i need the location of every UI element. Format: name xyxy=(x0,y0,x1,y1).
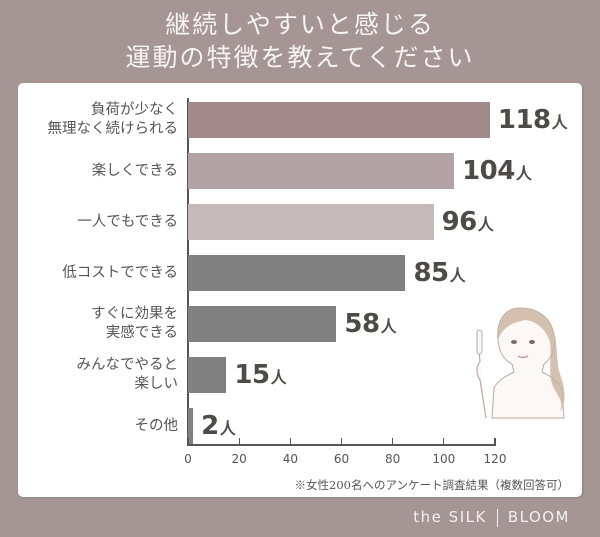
x-tick-label: 40 xyxy=(282,452,298,466)
bar-value-label: 15人 xyxy=(234,357,286,396)
bar xyxy=(188,204,434,240)
bar xyxy=(188,357,227,393)
woman-pointing-finger-icon xyxy=(476,307,565,419)
category-label: 低コストでできる xyxy=(62,264,178,283)
category-label-line: 実感できる xyxy=(105,325,178,341)
value-unit: 人 xyxy=(270,368,287,387)
survey-footnote: ※女性200名へのアンケート調査結果（複数回答可） xyxy=(294,478,570,492)
bar xyxy=(188,306,337,342)
bar-value-label: 118人 xyxy=(497,102,568,141)
x-tick xyxy=(443,438,445,445)
bar-value-label: 85人 xyxy=(413,255,465,294)
title-line-2: 運動の特徴を教えてください xyxy=(125,43,475,72)
value-unit: 人 xyxy=(380,317,397,336)
value-number: 85 xyxy=(413,258,449,288)
value-number: 15 xyxy=(234,360,270,390)
x-tick xyxy=(340,438,343,445)
value-number: 104 xyxy=(462,156,515,186)
chart-title: 継続しやすいと感じる 運動の特徴を教えてください xyxy=(0,8,600,74)
bar-value-label: 104人 xyxy=(462,153,532,192)
category-label: みんなでやると楽しい xyxy=(77,356,179,394)
category-label-line: 楽しい xyxy=(134,376,179,392)
x-tick-label: 120 xyxy=(483,452,507,466)
category-label-line: 楽しくできる xyxy=(91,162,178,179)
category-label: 一人でもできる xyxy=(77,213,178,232)
x-tick-label: 80 xyxy=(385,452,401,466)
value-unit: 人 xyxy=(449,266,466,285)
category-label-line: 低コストでできる xyxy=(62,264,178,281)
x-tick-label: 60 xyxy=(333,452,350,466)
category-label: すぐに効果を実感できる xyxy=(91,305,178,343)
value-unit: 人 xyxy=(219,419,236,438)
brand-name-right: BLOOM xyxy=(507,508,570,526)
value-unit: 人 xyxy=(551,113,568,132)
category-label-line: 無理なく続けられる xyxy=(47,121,179,137)
brand-logo: the SILK BLOOM xyxy=(413,508,570,527)
bar xyxy=(188,153,455,189)
category-label: 楽しくできる xyxy=(92,162,178,181)
x-tick-label: 20 xyxy=(231,452,247,466)
value-unit: 人 xyxy=(477,215,494,234)
category-label-line: みんなでやると xyxy=(76,357,179,373)
x-tick xyxy=(238,438,240,445)
value-number: 118 xyxy=(497,105,551,135)
title-line-1: 継続しやすいと感じる xyxy=(165,10,435,39)
category-label-line: その他 xyxy=(134,417,179,434)
category-label-line: すぐに効果を xyxy=(91,306,178,322)
category-label: その他 xyxy=(135,417,179,436)
value-number: 2 xyxy=(201,411,219,441)
brand-divider xyxy=(496,508,498,527)
value-unit: 人 xyxy=(515,164,532,183)
value-number: 58 xyxy=(344,309,380,339)
x-tick xyxy=(494,438,496,445)
bar xyxy=(188,102,490,138)
bar xyxy=(188,408,194,444)
brand-name-left: the SILK xyxy=(413,508,487,526)
bar-value-label: 2人 xyxy=(201,408,236,447)
x-tick xyxy=(392,438,394,445)
category-label-line: 負荷が少なく xyxy=(91,102,178,118)
bar-value-label: 58人 xyxy=(344,306,396,345)
value-number: 96 xyxy=(441,207,478,237)
bar xyxy=(188,255,406,291)
x-tick-label: 0 xyxy=(184,452,192,466)
category-label-line: 一人でもできる xyxy=(77,213,178,230)
x-tick xyxy=(289,438,291,445)
y-axis xyxy=(187,98,189,444)
x-tick xyxy=(187,438,189,445)
bar-value-label: 96人 xyxy=(442,204,494,243)
x-tick-label: 100 xyxy=(432,452,456,466)
category-label: 負荷が少なく無理なく続けられる xyxy=(48,101,179,139)
